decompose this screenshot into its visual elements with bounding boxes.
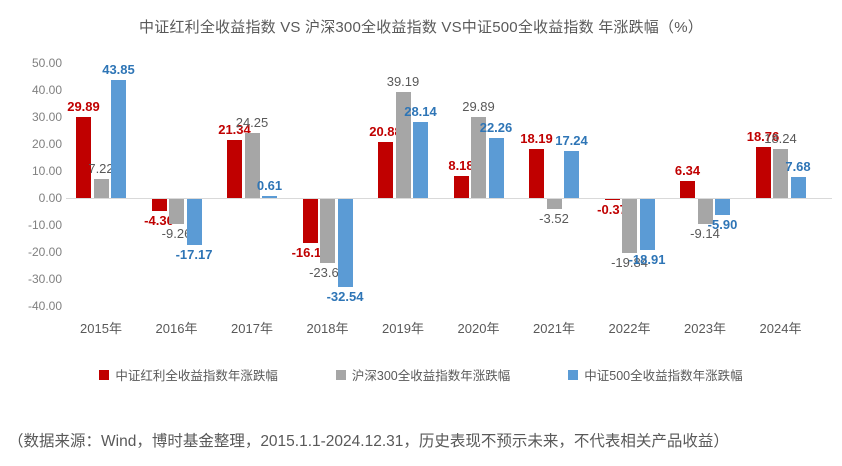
bar xyxy=(151,199,167,211)
bar xyxy=(529,148,544,198)
bar xyxy=(244,132,260,198)
legend-swatch-icon xyxy=(99,369,110,380)
bar xyxy=(488,137,504,198)
source-note: （数据来源：Wind，博时基金整理，2015.1.1-2024.12.31，历史… xyxy=(8,433,729,450)
bar-value-label: 43.85 xyxy=(102,61,135,77)
y-tick-label: 30.00 xyxy=(31,110,62,124)
x-tick-label: 2024年 xyxy=(759,321,802,336)
zero-axis-line xyxy=(66,198,832,199)
bar xyxy=(76,117,91,198)
legend-swatch-icon xyxy=(568,369,579,380)
bar-value-label: 18.76 xyxy=(746,129,780,145)
bar xyxy=(546,199,562,209)
bar xyxy=(471,117,486,198)
y-tick-label: 20.00 xyxy=(31,137,62,151)
chart-title: 中证红利全收益指数 VS 沪深300全收益指数 VS中证500全收益指数 年涨跌… xyxy=(139,19,703,36)
y-tick-label: 10.00 xyxy=(31,164,62,178)
bar-value-label: 20.88 xyxy=(369,123,402,139)
bar-value-label: 39.19 xyxy=(386,74,420,90)
bar-value-label: -4.30 xyxy=(144,212,174,228)
x-tick-label: 2021年 xyxy=(533,321,575,336)
bar xyxy=(337,199,353,287)
legend-item: 沪深300全收益指数年涨跌幅 xyxy=(335,365,511,384)
bar xyxy=(564,151,579,198)
x-tick-label: 2017年 xyxy=(231,321,273,336)
x-tick-label: 2015年 xyxy=(80,321,122,336)
bar-value-label: -5.90 xyxy=(707,216,738,232)
legend-swatch-icon xyxy=(335,369,346,380)
bar-value-label: -9.26 xyxy=(161,226,192,241)
bar xyxy=(262,196,277,198)
x-tick-label: 2023年 xyxy=(684,321,726,336)
bar-value-label: -16.15 xyxy=(291,244,329,260)
bar xyxy=(111,79,126,198)
legend: 中证红利全收益指数年涨跌幅 沪深300全收益指数年涨跌幅 中证500全收益指数年涨跌… xyxy=(0,365,842,384)
bar-value-label: 17.24 xyxy=(555,133,588,149)
bar xyxy=(395,92,411,198)
y-tick-label: -10.00 xyxy=(27,218,62,232)
x-tick-label: 2016年 xyxy=(155,321,198,336)
y-tick-label: -30.00 xyxy=(27,272,62,286)
bar-value-label: 6.34 xyxy=(674,162,701,178)
bar xyxy=(715,199,730,215)
bar-value-label: 29.89 xyxy=(67,99,100,115)
bar-value-label: -32.54 xyxy=(326,288,364,304)
bar xyxy=(320,199,335,263)
bar xyxy=(186,199,202,246)
bar-value-label: 8.18 xyxy=(448,157,474,173)
legend-item: 中证500全收益指数年涨跌幅 xyxy=(568,365,743,384)
bar-value-label: -3.52 xyxy=(539,210,569,226)
bar-value-label: 18.19 xyxy=(520,130,553,146)
bar xyxy=(378,141,393,198)
bar xyxy=(413,122,428,198)
y-tick-label: -40.00 xyxy=(27,299,62,313)
bar xyxy=(169,199,184,224)
bar xyxy=(302,199,318,243)
bar-value-label: 18.24 xyxy=(764,130,797,146)
bar-value-label: 7.22 xyxy=(88,160,114,176)
bar-value-label: -23.64 xyxy=(309,264,346,280)
bar-value-label: -18.91 xyxy=(628,252,666,268)
bar xyxy=(697,199,713,224)
legend-label: 中证红利全收益指数年涨跌幅 xyxy=(115,369,278,383)
legend-label: 中证500全收益指数年涨跌幅 xyxy=(584,369,743,383)
bar xyxy=(227,140,242,198)
bar-value-label: 0.61 xyxy=(256,178,283,194)
x-tick-label: 2018年 xyxy=(306,321,349,336)
y-tick-label: 50.00 xyxy=(31,56,62,70)
bar-value-label: 28.14 xyxy=(404,104,437,120)
x-tick-label: 2022年 xyxy=(608,321,651,336)
bar xyxy=(604,199,620,200)
bar-value-label: -17.17 xyxy=(175,247,213,263)
bar-value-label: 22.26 xyxy=(479,119,513,135)
x-tick-label: 2019年 xyxy=(382,321,424,336)
bar-value-label: 29.89 xyxy=(462,99,495,115)
y-tick-label: 0.00 xyxy=(38,191,62,205)
bar xyxy=(93,178,109,198)
bar-value-label: 24.25 xyxy=(235,114,269,130)
bar xyxy=(639,199,655,251)
y-tick-label: 40.00 xyxy=(31,83,62,97)
bar-value-label: 7.68 xyxy=(785,159,811,175)
x-tick-label: 2020年 xyxy=(457,321,500,336)
bar xyxy=(790,177,806,198)
bar xyxy=(680,180,695,198)
legend-item: 中证红利全收益指数年涨跌幅 xyxy=(99,365,278,384)
bar-value-label: -0.37 xyxy=(597,202,627,217)
bar-value-label: -9.14 xyxy=(690,225,720,241)
bar-value-label: 21.34 xyxy=(218,122,251,138)
bar xyxy=(755,147,771,198)
bar xyxy=(622,199,637,253)
bar-value-label: -19.84 xyxy=(611,254,648,270)
y-tick-label: -20.00 xyxy=(27,245,62,259)
bar xyxy=(453,175,469,198)
legend-label: 沪深300全收益指数年涨跌幅 xyxy=(351,369,511,383)
bar xyxy=(773,148,788,198)
